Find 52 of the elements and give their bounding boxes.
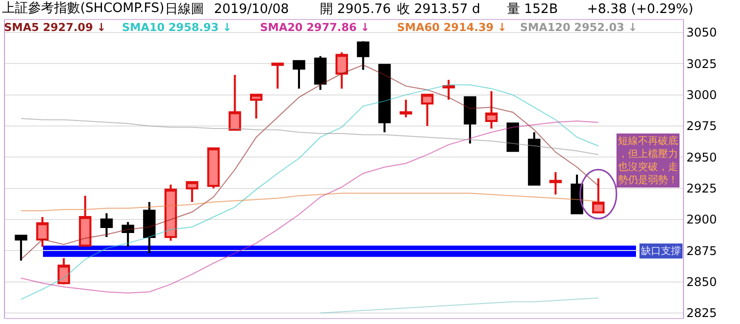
text: 日線圖 bbox=[165, 2, 204, 17]
text: 收 2913.57 d bbox=[397, 2, 480, 17]
candlestick bbox=[122, 220, 134, 248]
candlestick bbox=[186, 181, 198, 204]
candlestick bbox=[250, 94, 262, 120]
y-tick-label: 3050 bbox=[686, 26, 717, 40]
candlestick bbox=[58, 257, 70, 286]
y-tick-label: 2975 bbox=[686, 119, 717, 134]
text: SMA20 2977.86 ↓ bbox=[260, 21, 370, 34]
candlestick bbox=[592, 177, 605, 214]
candlestick bbox=[143, 201, 156, 254]
candlestick bbox=[528, 131, 540, 186]
candlestick bbox=[271, 62, 284, 90]
text: 量 152B bbox=[507, 2, 558, 17]
candlestick bbox=[314, 55, 327, 91]
text: 2019/10/08 bbox=[214, 2, 289, 17]
y-tick-label: 2875 bbox=[686, 244, 717, 258]
candlestick bbox=[570, 174, 584, 214]
text: 短線不再破底，但上檔壓力也沒突破，走勢仍是弱勢！ bbox=[618, 135, 678, 186]
candlestick bbox=[442, 78, 455, 101]
candlestick bbox=[549, 171, 562, 196]
candlestick bbox=[292, 60, 306, 90]
candlestick bbox=[164, 184, 177, 242]
candlestick bbox=[421, 94, 434, 127]
candlestick bbox=[36, 216, 49, 248]
text: SMA120 2952.03 ↓ bbox=[520, 21, 638, 34]
y-tick-label: 2950 bbox=[686, 150, 717, 164]
text: SMA5 2927.09 ↓ bbox=[4, 21, 106, 34]
candlestick bbox=[506, 122, 520, 152]
candlestick bbox=[100, 212, 113, 238]
text: SMA10 2958.93 ↓ bbox=[122, 21, 232, 34]
candlestick bbox=[400, 98, 412, 118]
y-tick-label: 2850 bbox=[686, 275, 717, 290]
candlestick bbox=[485, 90, 498, 130]
band-label: 缺口支撐 bbox=[641, 245, 681, 257]
candlestick bbox=[207, 147, 220, 190]
y-tick-label: 2825 bbox=[686, 306, 717, 320]
candlestick bbox=[356, 40, 370, 71]
candlestick bbox=[228, 74, 242, 131]
text: +8.38 (+0.29%) bbox=[587, 2, 694, 17]
y-tick-label: 3025 bbox=[686, 56, 717, 71]
candlestick bbox=[336, 51, 348, 90]
candlestick bbox=[78, 194, 92, 247]
candlestick bbox=[378, 64, 391, 134]
y-tick-label: 2900 bbox=[686, 212, 717, 227]
y-tick-label: 2925 bbox=[686, 182, 717, 196]
candlestick bbox=[14, 234, 28, 262]
text: 開 2905.76 bbox=[320, 2, 391, 17]
y-tick-label: 3000 bbox=[686, 88, 717, 102]
text: SMA60 2914.39 ↓ bbox=[397, 21, 507, 34]
chart-title: 上証參考指數(SHCOMP.FS) bbox=[2, 1, 164, 16]
candlestick bbox=[464, 96, 476, 144]
